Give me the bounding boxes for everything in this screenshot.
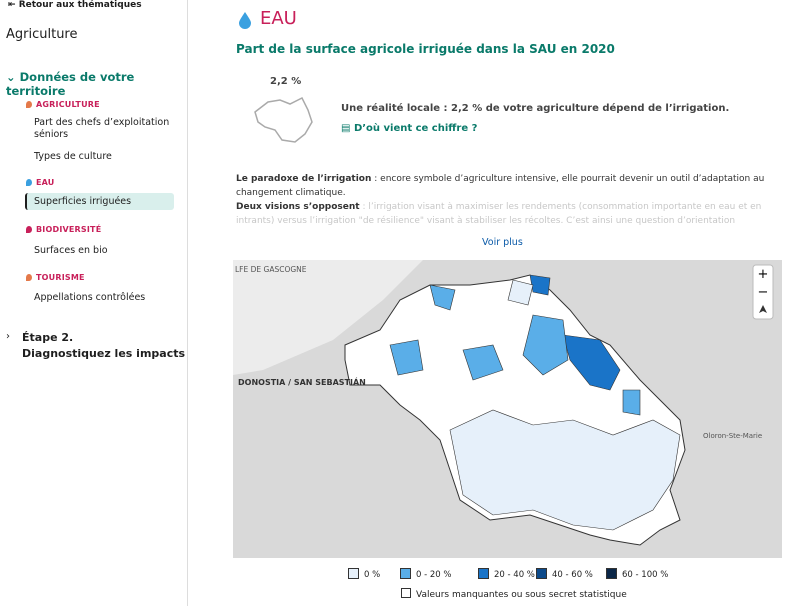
back-link[interactable]: ⇤ Retour aux thématiques xyxy=(8,0,142,10)
drop-icon xyxy=(239,12,251,29)
missing-text[interactable]: Valeurs manquantes ou sous secret statis… xyxy=(416,590,627,600)
legend-item: 0 - 20 % xyxy=(400,568,451,580)
legend-label: 60 - 100 % xyxy=(622,570,669,580)
para-text: : encore symbole d’agriculture intensive… xyxy=(236,174,765,198)
legend-swatch xyxy=(478,568,489,579)
zoom-out[interactable]: − xyxy=(758,285,769,300)
legend-item: 0 % xyxy=(348,568,380,580)
legend-swatch xyxy=(348,568,359,579)
legend-swatch xyxy=(400,568,411,579)
group-icon xyxy=(26,179,32,186)
group-text: EAU xyxy=(36,178,55,187)
sidebar: ⇤ Retour aux thématiques Agriculture ⌄ D… xyxy=(0,0,188,606)
subtitle: Part de la surface agricole irriguée dan… xyxy=(236,42,615,56)
fact: Une réalité locale : 2,2 % de votre agri… xyxy=(341,103,730,114)
nav-item[interactable]: Superficies irriguées xyxy=(34,196,132,207)
group-label: EAU xyxy=(26,178,55,187)
section-text[interactable]: Données de votre territoire xyxy=(6,70,135,98)
active-highlight xyxy=(25,193,174,210)
nav-item[interactable]: Part des chefs d’exploitation séniors xyxy=(34,117,170,140)
map-label: LFE DE GASCOGNE xyxy=(235,265,307,274)
legend-item: 40 - 60 % xyxy=(536,568,593,580)
para-lead: Deux visions s’opposent xyxy=(236,202,360,212)
zoom-in[interactable]: + xyxy=(758,267,769,282)
legend-label: 40 - 60 % xyxy=(552,570,593,580)
legend-item: 20 - 40 % xyxy=(478,568,535,580)
step[interactable]: Étape 2. Diagnostiquez les impacts xyxy=(22,330,185,362)
group-label: BIODIVERSITÉ xyxy=(26,225,101,234)
group-label: AGRICULTURE xyxy=(26,100,100,109)
group-text: AGRICULTURE xyxy=(36,100,100,109)
legend-item: 60 - 100 % xyxy=(606,568,668,580)
map[interactable]: LFE DE GASCOGNE DONOSTIA / SAN SEBASTIÁN… xyxy=(233,260,782,558)
legend-label: 0 % xyxy=(364,570,381,580)
group-icon xyxy=(26,274,32,281)
group-text: BIODIVERSITÉ xyxy=(36,225,102,234)
see-more[interactable]: Voir plus xyxy=(482,237,523,248)
section-toggle[interactable]: ⌄ Données de votre territoire xyxy=(6,70,135,98)
legend-label: 20 - 40 % xyxy=(494,570,535,580)
nav-item[interactable]: Types de culture xyxy=(34,151,112,162)
territory-icon xyxy=(254,96,313,143)
back-text[interactable]: Retour aux thématiques xyxy=(18,0,142,10)
map-label: Oloron-Ste-Marie xyxy=(703,432,762,440)
para-lead: Le paradoxe de l’irrigation xyxy=(236,174,372,184)
legend-swatch xyxy=(536,568,547,579)
paragraph: Le paradoxe de l’irrigation : encore sym… xyxy=(236,172,776,200)
main: EAU Part de la surface agricole irriguée… xyxy=(188,0,800,606)
source-link[interactable]: ▤ D’où vient ce chiffre ? xyxy=(341,123,478,134)
step-title[interactable]: Étape 2. xyxy=(22,331,74,344)
sidebar-title: Agriculture xyxy=(6,27,78,42)
source-link-text[interactable]: D’où vient ce chiffre ? xyxy=(353,123,478,134)
step-sub[interactable]: Diagnostiquez les impacts xyxy=(22,347,186,360)
group-label: TOURISME xyxy=(26,273,85,282)
legend-swatch xyxy=(606,568,617,579)
map-label: DONOSTIA / SAN SEBASTIÁN xyxy=(238,376,366,387)
group-icon xyxy=(26,226,32,233)
nav-item[interactable]: Surfaces en bio xyxy=(34,245,108,256)
paragraph: Deux visions s’opposent : l’irrigation v… xyxy=(236,200,776,228)
para-text: : l’irrigation visant à maximiser les re… xyxy=(236,202,762,226)
chevron: › xyxy=(6,331,10,342)
group-icon xyxy=(26,101,32,108)
sea xyxy=(233,260,423,375)
compass[interactable] xyxy=(759,305,767,313)
heading: EAU xyxy=(260,8,297,29)
zoom-controls: + − xyxy=(752,264,774,320)
nav-item[interactable]: Appellations contrôlées xyxy=(34,292,146,303)
missing-checkbox[interactable]: Valeurs manquantes ou sous secret statis… xyxy=(401,588,627,600)
group-text: TOURISME xyxy=(36,273,85,282)
legend-label: 0 - 20 % xyxy=(416,570,452,580)
stat: 2,2 % xyxy=(270,76,302,87)
